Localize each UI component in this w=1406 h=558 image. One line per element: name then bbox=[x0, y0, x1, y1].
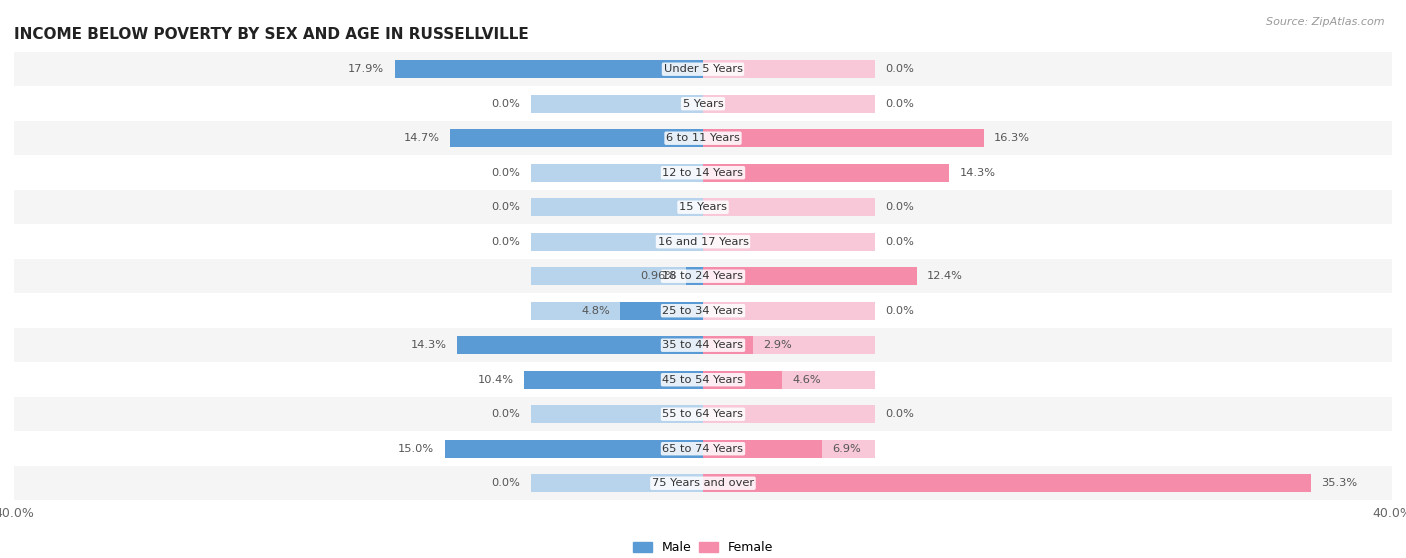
Bar bbox=[14, 363, 1392, 397]
Bar bbox=[620, 302, 703, 320]
Text: 6 to 11 Years: 6 to 11 Years bbox=[666, 133, 740, 143]
Text: 65 to 74 Years: 65 to 74 Years bbox=[662, 444, 744, 454]
Bar bbox=[14, 328, 1392, 363]
Bar bbox=[14, 466, 1392, 501]
Text: 5 Years: 5 Years bbox=[683, 99, 723, 109]
Bar bbox=[444, 440, 703, 458]
Bar bbox=[703, 129, 875, 147]
Text: 18 to 24 Years: 18 to 24 Years bbox=[662, 271, 744, 281]
Text: 55 to 64 Years: 55 to 64 Years bbox=[662, 409, 744, 419]
Text: 25 to 34 Years: 25 to 34 Years bbox=[662, 306, 744, 316]
Text: 15.0%: 15.0% bbox=[398, 444, 434, 454]
Bar bbox=[703, 267, 917, 285]
Bar bbox=[14, 294, 1392, 328]
Bar bbox=[14, 52, 1392, 86]
Text: Source: ZipAtlas.com: Source: ZipAtlas.com bbox=[1267, 17, 1385, 27]
Text: 0.0%: 0.0% bbox=[886, 99, 914, 109]
Text: 4.6%: 4.6% bbox=[793, 375, 821, 384]
Text: 0.0%: 0.0% bbox=[886, 64, 914, 74]
Text: 35 to 44 Years: 35 to 44 Years bbox=[662, 340, 744, 350]
Text: 0.0%: 0.0% bbox=[886, 237, 914, 247]
Bar bbox=[703, 267, 875, 285]
Text: 14.3%: 14.3% bbox=[411, 340, 446, 350]
Text: 0.0%: 0.0% bbox=[492, 478, 520, 488]
Text: 0.0%: 0.0% bbox=[492, 237, 520, 247]
Text: 16 and 17 Years: 16 and 17 Years bbox=[658, 237, 748, 247]
Bar bbox=[703, 60, 875, 78]
Bar bbox=[703, 302, 875, 320]
Text: 12.4%: 12.4% bbox=[927, 271, 963, 281]
Bar bbox=[531, 302, 703, 320]
Text: 4.8%: 4.8% bbox=[581, 306, 610, 316]
Text: 0.0%: 0.0% bbox=[492, 99, 520, 109]
Bar bbox=[686, 267, 703, 285]
Text: 14.3%: 14.3% bbox=[960, 168, 995, 177]
Bar bbox=[531, 129, 703, 147]
Bar bbox=[703, 474, 875, 492]
Bar bbox=[531, 60, 703, 78]
Bar bbox=[703, 336, 875, 354]
Text: 75 Years and over: 75 Years and over bbox=[652, 478, 754, 488]
Bar bbox=[14, 86, 1392, 121]
Bar bbox=[531, 474, 703, 492]
Bar bbox=[703, 440, 823, 458]
Bar bbox=[703, 371, 782, 389]
Text: 0.0%: 0.0% bbox=[492, 168, 520, 177]
Bar bbox=[14, 190, 1392, 224]
Bar bbox=[703, 163, 949, 182]
Bar bbox=[14, 431, 1392, 466]
Text: 0.0%: 0.0% bbox=[886, 306, 914, 316]
Bar bbox=[531, 95, 703, 113]
Bar bbox=[14, 397, 1392, 431]
Text: Under 5 Years: Under 5 Years bbox=[664, 64, 742, 74]
Bar bbox=[395, 60, 703, 78]
Text: 6.9%: 6.9% bbox=[832, 444, 860, 454]
Text: 10.4%: 10.4% bbox=[478, 375, 513, 384]
Bar bbox=[531, 336, 703, 354]
Text: 45 to 54 Years: 45 to 54 Years bbox=[662, 375, 744, 384]
Text: 0.0%: 0.0% bbox=[886, 409, 914, 419]
Text: 0.0%: 0.0% bbox=[492, 409, 520, 419]
Text: 0.96%: 0.96% bbox=[640, 271, 676, 281]
Text: 17.9%: 17.9% bbox=[349, 64, 384, 74]
Bar bbox=[703, 129, 984, 147]
Text: 0.0%: 0.0% bbox=[492, 202, 520, 212]
Bar bbox=[703, 336, 754, 354]
Bar bbox=[14, 156, 1392, 190]
Text: 35.3%: 35.3% bbox=[1322, 478, 1357, 488]
Bar bbox=[531, 233, 703, 251]
Text: 12 to 14 Years: 12 to 14 Years bbox=[662, 168, 744, 177]
Text: 16.3%: 16.3% bbox=[994, 133, 1031, 143]
Bar bbox=[703, 198, 875, 216]
Text: 2.9%: 2.9% bbox=[763, 340, 792, 350]
Bar bbox=[14, 121, 1392, 156]
Bar bbox=[524, 371, 703, 389]
Text: 15 Years: 15 Years bbox=[679, 202, 727, 212]
Text: INCOME BELOW POVERTY BY SEX AND AGE IN RUSSELLVILLE: INCOME BELOW POVERTY BY SEX AND AGE IN R… bbox=[14, 27, 529, 42]
Text: 14.7%: 14.7% bbox=[404, 133, 440, 143]
Bar bbox=[703, 233, 875, 251]
Bar bbox=[531, 198, 703, 216]
Bar bbox=[703, 95, 875, 113]
Text: 0.0%: 0.0% bbox=[886, 202, 914, 212]
Bar bbox=[14, 224, 1392, 259]
Legend: Male, Female: Male, Female bbox=[628, 536, 778, 558]
Bar bbox=[703, 474, 1310, 492]
Bar bbox=[703, 440, 875, 458]
Bar bbox=[531, 405, 703, 423]
Bar bbox=[531, 163, 703, 182]
Bar bbox=[457, 336, 703, 354]
Bar bbox=[703, 405, 875, 423]
Bar bbox=[703, 163, 875, 182]
Bar bbox=[531, 440, 703, 458]
Bar bbox=[531, 371, 703, 389]
Bar bbox=[450, 129, 703, 147]
Bar bbox=[531, 267, 703, 285]
Bar bbox=[703, 371, 875, 389]
Bar bbox=[14, 259, 1392, 294]
